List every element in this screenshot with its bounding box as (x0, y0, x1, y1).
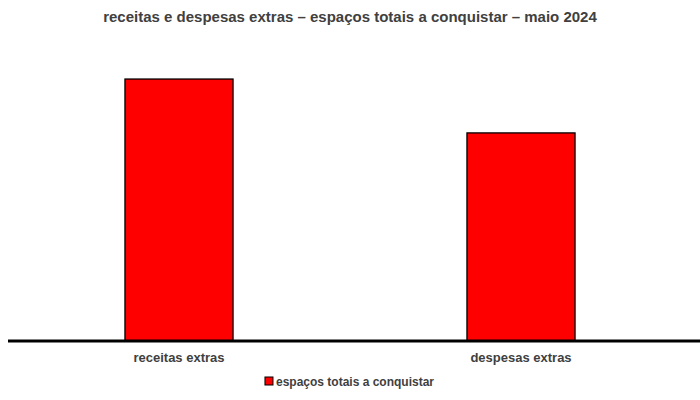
x-tick-label: despesas extras (470, 350, 571, 365)
legend: espaços totais a conquistar (265, 375, 434, 389)
legend-swatch (265, 377, 273, 385)
bar (125, 79, 233, 341)
x-tick-label: receitas extras (133, 350, 224, 365)
legend-label: espaços totais a conquistar (276, 375, 434, 389)
chart-title: receitas e despesas extras – espaços tot… (103, 8, 597, 25)
bar (467, 133, 575, 341)
chart-svg: receitas e despesas extras – espaços tot… (0, 0, 700, 400)
bars (125, 79, 575, 341)
x-axis-line (8, 340, 700, 343)
chart-container: receitas e despesas extras – espaços tot… (0, 0, 700, 400)
